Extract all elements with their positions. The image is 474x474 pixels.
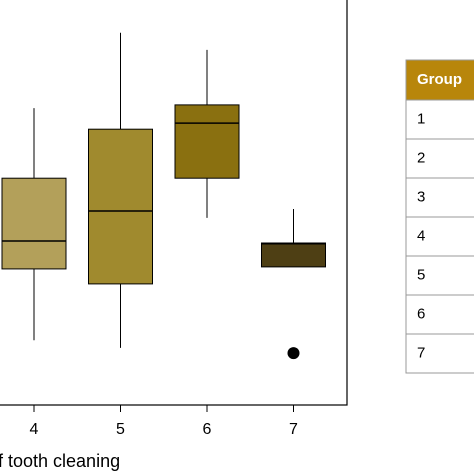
table-row: [405, 255, 474, 296]
table-cell: 7: [417, 344, 425, 361]
x-axis-label: f tooth cleaning: [0, 451, 120, 471]
box: [88, 128, 153, 285]
table-row: [405, 333, 474, 374]
table-row: [405, 294, 474, 335]
outlier: [287, 347, 300, 360]
table-cell: 1: [417, 110, 425, 127]
x-tick-label: 5: [116, 421, 125, 438]
box: [1, 177, 67, 270]
x-tick-label: 4: [30, 421, 39, 438]
table-cell: 5: [417, 266, 425, 283]
table-cell: 3: [417, 188, 425, 205]
header-cell: Group: [417, 71, 462, 88]
x-tick-label: 7: [289, 421, 298, 438]
table-header: [405, 59, 474, 101]
table-row: [405, 99, 474, 140]
table-cell: 4: [417, 227, 425, 244]
table-row: [405, 177, 474, 218]
box: [261, 242, 326, 268]
table-cell: 2: [417, 149, 425, 166]
x-tick-label: 6: [203, 421, 212, 438]
table-row: [405, 138, 474, 179]
table-cell: 6: [417, 305, 425, 322]
plot-frame: [0, 0, 348, 406]
table-row: [405, 216, 474, 257]
box: [174, 104, 240, 179]
